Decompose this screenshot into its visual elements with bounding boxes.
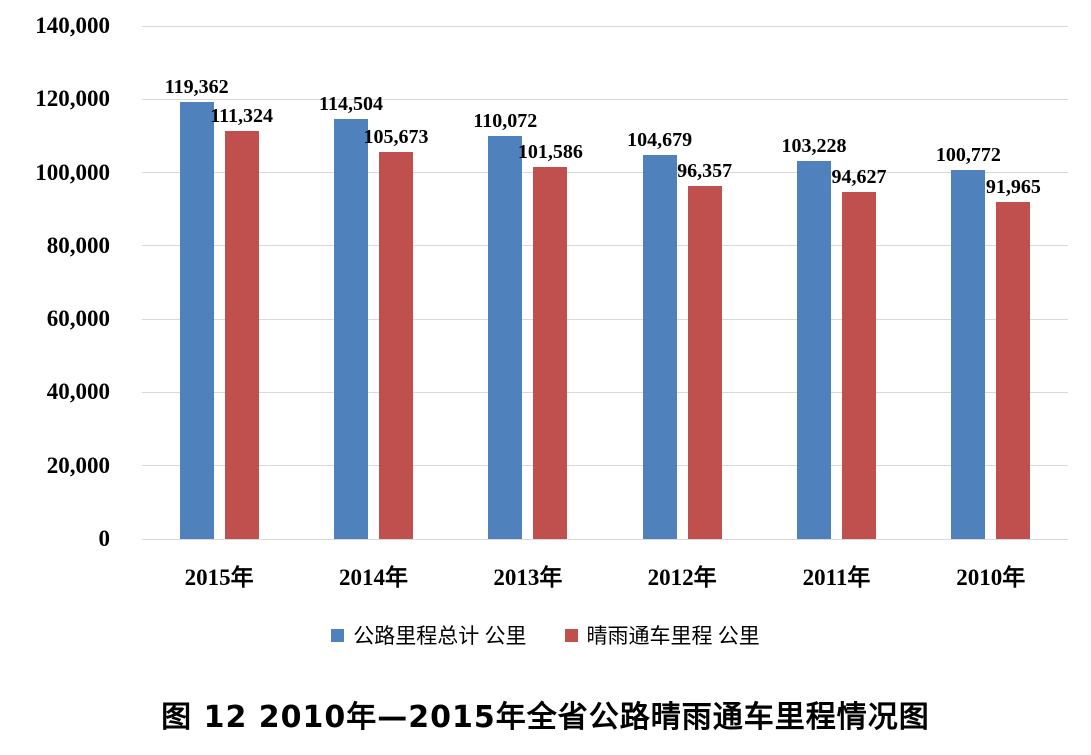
- bar-series1-2015年: [179, 101, 214, 539]
- y-tick-label: 0: [98, 526, 111, 551]
- x-tick-label: 2013年: [493, 565, 563, 590]
- y-tick-label: 140,000: [35, 13, 110, 38]
- bar-series1-2011年: [797, 160, 831, 539]
- bar-value-label: 94,627: [831, 166, 887, 189]
- y-tick-label: 100,000: [35, 159, 110, 185]
- bar-value-label: 111,324: [210, 105, 274, 128]
- x-tick-label: 2015年: [184, 565, 254, 590]
- legend-label: 晴雨通车里程 公里: [586, 624, 760, 648]
- gridline: [142, 538, 1068, 540]
- legend: 公路里程总计 公里 晴雨通车里程 公里: [0, 620, 1091, 650]
- bar-value-label: 105,673: [363, 125, 429, 148]
- gridline: [142, 391, 1068, 393]
- bar-value-label: 110,072: [473, 109, 538, 132]
- bar-series2-2014年: [379, 151, 413, 539]
- x-tick-label: 2010年: [956, 565, 1026, 590]
- bar-series2-2011年: [842, 192, 876, 539]
- y-axis: 0 20,000 40,000 60,000 80,000 100,000 120,000 1…: [0, 0, 110, 755]
- gridline: [142, 318, 1068, 320]
- bar-series1-2013年: [488, 135, 523, 539]
- gridline: [142, 25, 1068, 27]
- bar-value-label: 114,504: [319, 93, 383, 116]
- bar-value-label: 119,362: [164, 75, 229, 98]
- bar-value-label: 96,357: [677, 159, 733, 182]
- legend-swatch-icon: [564, 628, 578, 642]
- x-axis: 2015年 2014年 2013年 2012年 2011年 2010年: [142, 558, 1068, 592]
- legend-label: 公路里程总计 公里: [353, 624, 527, 648]
- y-tick-label: 80,000: [46, 232, 110, 258]
- gridline: [142, 98, 1068, 100]
- x-tick-label: 2011年: [802, 565, 871, 590]
- plot-area: 119,362 111,324 114,504 105,673 110,072 101,5…: [142, 25, 1068, 540]
- bar-value-label: 101,586: [517, 140, 583, 163]
- bar-series1-2010年: [951, 169, 986, 539]
- legend-item-series2: 晴雨通车里程 公里: [564, 620, 760, 650]
- bar-series2-2015年: [224, 131, 259, 539]
- bar-series1-2014年: [334, 119, 368, 539]
- x-tick-label: 2014年: [338, 565, 408, 590]
- bar-value-label: 100,772: [935, 143, 1001, 166]
- bar-value-label: 91,965: [985, 176, 1041, 199]
- bar-series1-2012年: [642, 155, 677, 539]
- chart-title: 图 12 2010年—2015年全省公路晴雨通车里程情况图: [161, 700, 930, 735]
- y-tick-label: 120,000: [35, 86, 110, 112]
- bar-series2-2012年: [687, 185, 722, 539]
- gridline: [142, 245, 1068, 247]
- bar-series2-2010年: [996, 202, 1031, 539]
- legend-item-series1: 公路里程总计 公里: [331, 620, 527, 650]
- y-tick-label: 60,000: [46, 306, 110, 332]
- legend-swatch-icon: [331, 628, 345, 642]
- bar-value-label: 104,679: [627, 129, 693, 152]
- gridline: [142, 172, 1068, 174]
- y-tick-label: 40,000: [46, 379, 110, 405]
- bar-value-label: 103,228: [781, 134, 847, 157]
- y-tick-label: 20,000: [46, 452, 110, 478]
- gridline: [142, 465, 1068, 467]
- bar-series2-2013年: [533, 166, 568, 539]
- x-tick-label: 2012年: [647, 565, 717, 590]
